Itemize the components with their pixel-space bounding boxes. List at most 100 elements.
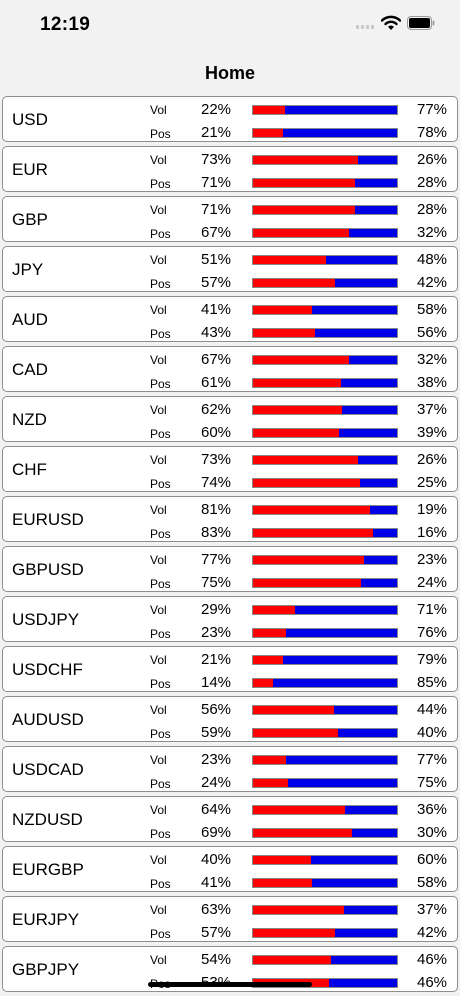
vol-bar: [252, 305, 398, 315]
vol-label: Vol: [150, 653, 167, 667]
pos-bar: [252, 178, 398, 188]
vol-label: Vol: [150, 453, 167, 467]
pos-label: Pos: [150, 227, 171, 241]
list-item[interactable]: CHF Vol 73% 26% Pos 74% 25%: [2, 446, 458, 492]
currency-symbol: USD: [12, 110, 48, 129]
vol-right-percent: 77%: [417, 751, 448, 768]
list-item[interactable]: CAD Vol 67% 32% Pos 61% 38%: [2, 346, 458, 392]
list-item[interactable]: NZDUSD Vol 64% 36% Pos 69% 30%: [2, 796, 458, 842]
list-item[interactable]: GBP Vol 71% 28% Pos 67% 32%: [2, 196, 458, 242]
vol-bar-fill: [253, 606, 295, 614]
vol-left-percent: 77%: [201, 551, 232, 568]
vol-label: Vol: [150, 953, 167, 967]
pos-bar: [252, 428, 398, 438]
list-item[interactable]: EUR Vol 73% 26% Pos 71% 28%: [2, 146, 458, 192]
currency-symbol: JPY: [12, 260, 44, 279]
cellular-signal-icon: [356, 25, 376, 29]
vol-bar-fill: [253, 156, 359, 164]
vol-right-percent: 36%: [417, 801, 448, 818]
vol-left-percent: 40%: [201, 851, 232, 868]
pos-bar: [252, 578, 398, 588]
pos-bar-fill: [253, 179, 356, 187]
pos-label: Pos: [150, 377, 171, 391]
list-item[interactable]: GBPUSD Vol 77% 23% Pos 75% 24%: [2, 546, 458, 592]
vol-label: Vol: [150, 603, 167, 617]
currency-symbol: CHF: [12, 460, 47, 479]
list-item[interactable]: USDJPY Vol 29% 71% Pos 23% 76%: [2, 596, 458, 642]
vol-right-percent: 77%: [417, 101, 448, 118]
vol-label: Vol: [150, 503, 167, 517]
list-item[interactable]: USDCAD Vol 23% 77% Pos 24% 75%: [2, 746, 458, 792]
pos-bar-fill: [253, 879, 313, 887]
vol-label: Vol: [150, 353, 167, 367]
currency-symbol: USDCAD: [12, 760, 84, 779]
vol-bar-fill: [253, 656, 284, 664]
vol-bar: [252, 505, 398, 515]
pos-left-percent: 23%: [201, 624, 232, 641]
vol-left-percent: 73%: [201, 451, 232, 468]
pos-right-percent: 42%: [417, 924, 448, 941]
list-item[interactable]: USD Vol 22% 77% Pos 21% 78%: [2, 96, 458, 142]
pos-bar: [252, 828, 398, 838]
vol-right-percent: 19%: [417, 501, 448, 518]
navigation-bar: Home: [0, 50, 460, 96]
pos-right-percent: 58%: [417, 874, 448, 891]
currency-symbol: EURUSD: [12, 510, 84, 529]
vol-left-percent: 23%: [201, 751, 232, 768]
pos-bar-fill: [253, 479, 360, 487]
vol-bar: [252, 805, 398, 815]
pos-label: Pos: [150, 877, 171, 891]
list-item[interactable]: JPY Vol 51% 48% Pos 57% 42%: [2, 246, 458, 292]
list-item[interactable]: AUDUSD Vol 56% 44% Pos 59% 40%: [2, 696, 458, 742]
vol-left-percent: 22%: [201, 101, 232, 118]
list-item[interactable]: USDCHF Vol 21% 79% Pos 14% 85%: [2, 646, 458, 692]
vol-right-percent: 79%: [417, 651, 448, 668]
pos-right-percent: 28%: [417, 174, 448, 191]
pos-bar: [252, 778, 398, 788]
page-title: Home: [204, 63, 255, 83]
currency-symbol: GBPUSD: [12, 560, 84, 579]
vol-bar-fill: [253, 856, 311, 864]
pos-right-percent: 78%: [417, 124, 448, 141]
currency-symbol: GBP: [12, 210, 48, 229]
pos-bar: [252, 228, 398, 238]
vol-bar: [252, 355, 398, 365]
pos-bar-fill: [253, 529, 373, 537]
pos-label: Pos: [150, 577, 171, 591]
list-item[interactable]: NZD Vol 62% 37% Pos 60% 39%: [2, 396, 458, 442]
pos-left-percent: 83%: [201, 524, 232, 541]
currency-symbol: GBPJPY: [12, 960, 80, 979]
list-item[interactable]: EURJPY Vol 63% 37% Pos 57% 42%: [2, 896, 458, 942]
pos-bar-fill: [253, 129, 284, 137]
vol-label: Vol: [150, 153, 167, 167]
vol-right-percent: 44%: [417, 701, 448, 718]
pos-label: Pos: [150, 927, 171, 941]
vol-label: Vol: [150, 103, 167, 117]
pos-right-percent: 56%: [417, 324, 448, 341]
home-indicator[interactable]: [148, 982, 312, 987]
vol-bar-fill: [253, 706, 334, 714]
vol-right-percent: 60%: [417, 851, 448, 868]
pos-label: Pos: [150, 627, 171, 641]
pos-label: Pos: [150, 127, 171, 141]
status-bar: 12:19: [0, 0, 460, 50]
pos-bar-fill: [253, 579, 361, 587]
pos-bar: [252, 378, 398, 388]
list-item[interactable]: EURGBP Vol 40% 60% Pos 41% 58%: [2, 846, 458, 892]
pos-left-percent: 61%: [201, 374, 232, 391]
pos-label: Pos: [150, 777, 171, 791]
pos-right-percent: 76%: [417, 624, 448, 641]
vol-bar: [252, 905, 398, 915]
list-item[interactable]: AUD Vol 41% 58% Pos 43% 56%: [2, 296, 458, 342]
status-time: 12:19: [40, 14, 91, 35]
vol-left-percent: 62%: [201, 401, 232, 418]
pos-label: Pos: [150, 727, 171, 741]
vol-bar: [252, 655, 398, 665]
pos-bar-fill: [253, 629, 287, 637]
pos-bar: [252, 928, 398, 938]
vol-right-percent: 37%: [417, 401, 448, 418]
pos-left-percent: 59%: [201, 724, 232, 741]
vol-bar-fill: [253, 356, 350, 364]
pos-bar-fill: [253, 929, 336, 937]
list-item[interactable]: EURUSD Vol 81% 19% Pos 83% 16%: [2, 496, 458, 542]
